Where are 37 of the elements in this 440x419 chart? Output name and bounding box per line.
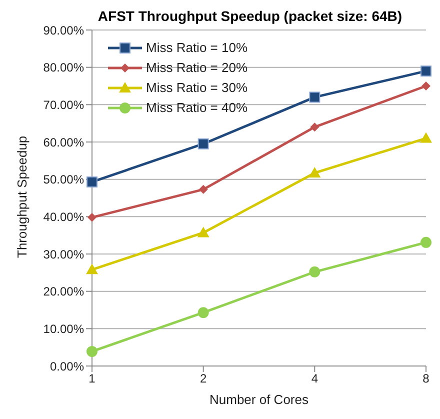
y-tick-label: 30.00% xyxy=(43,247,84,262)
y-axis-title: Throughput Speedup xyxy=(14,136,30,258)
point xyxy=(86,176,98,188)
y-tick-label: 0.00% xyxy=(50,359,84,374)
point xyxy=(422,82,430,90)
point xyxy=(420,132,432,143)
x-tick-label: 8 xyxy=(422,372,430,386)
legend-label: Miss Ratio = 30% xyxy=(146,79,248,97)
y-tick-label: 10.00% xyxy=(43,322,84,336)
x-axis-title: Number of Cores xyxy=(210,392,309,407)
legend-label: Miss Ratio = 40% xyxy=(146,99,248,117)
legend-label: Miss Ratio = 10% xyxy=(146,39,248,57)
x-tick-label: 4 xyxy=(311,372,318,386)
x-tick-label: 1 xyxy=(88,372,96,386)
point xyxy=(309,266,320,278)
y-tick-label: 90.00% xyxy=(43,23,84,38)
y-tick-label: 70.00% xyxy=(43,98,84,112)
point xyxy=(198,307,209,318)
point xyxy=(88,212,96,222)
y-tick-label: 80.00% xyxy=(43,60,84,75)
point xyxy=(86,346,98,357)
point xyxy=(198,138,209,150)
y-tick-label: 50.00% xyxy=(43,172,84,187)
x-tick-label: 2 xyxy=(200,372,207,386)
point xyxy=(308,166,321,178)
point xyxy=(420,236,432,248)
point xyxy=(197,226,210,238)
point xyxy=(420,66,432,77)
legend-label: Miss Ratio = 20% xyxy=(146,59,248,77)
point xyxy=(310,122,320,132)
y-tick-label: 40.00% xyxy=(43,210,84,224)
y-tick-label: 20.00% xyxy=(43,284,84,299)
chart-title: AFST Throughput Speedup (packet size: 64B) xyxy=(98,8,402,24)
point xyxy=(86,264,98,274)
point xyxy=(309,92,320,103)
point xyxy=(198,184,208,194)
y-tick-label: 60.00% xyxy=(43,135,84,150)
